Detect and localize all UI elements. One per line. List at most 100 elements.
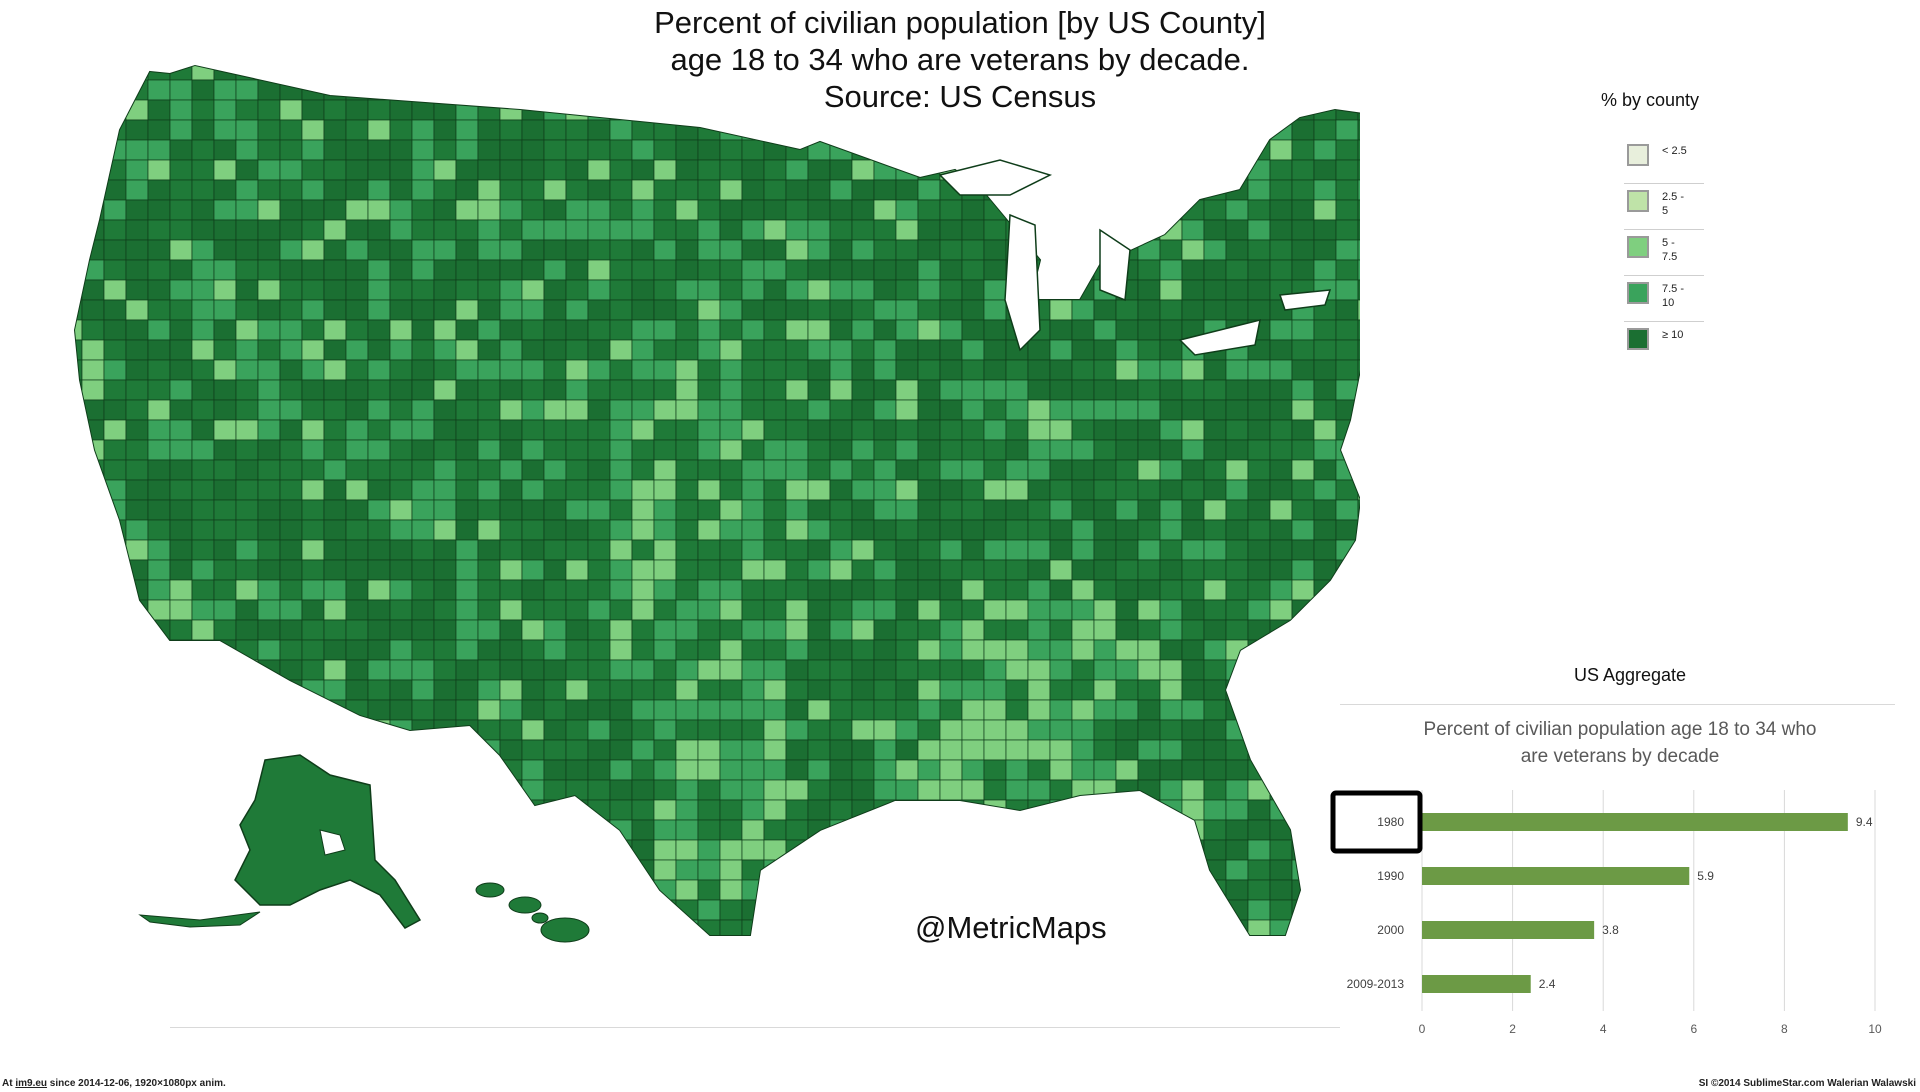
county-cell [477,479,501,501]
county-cell [323,659,347,681]
county-cell [499,459,523,481]
county-cell [235,599,259,621]
county-cell [917,179,941,201]
county-cell [1049,459,1073,481]
county-cell [1049,659,1073,681]
county-cell [1291,779,1315,801]
county-cell [279,119,303,141]
county-cell [1269,919,1293,935]
county-cell [829,339,853,361]
county-cell [1137,719,1161,741]
county-cell [1071,219,1095,241]
county-cell [1093,419,1117,441]
county-cell [213,559,237,581]
county-cell [1159,439,1183,461]
county-cell [609,819,633,841]
county-cell [1269,519,1293,541]
county-cell [345,459,369,481]
county-cell [213,319,237,341]
county-cell [565,619,589,641]
county-cell [433,199,457,221]
county-cell [543,539,567,561]
county-cell [169,379,193,401]
county-cell [1357,259,1360,281]
county-cell [807,379,831,401]
county-cell [697,179,721,201]
county-cell [1335,299,1359,321]
county-cell [345,399,369,421]
county-cell [807,739,831,761]
county-cell [257,719,281,741]
county-cell [719,839,743,861]
county-cell [1049,559,1073,581]
county-cell [1291,519,1315,541]
county-cell [1027,579,1051,601]
county-cell [873,659,897,681]
county-cell [1335,359,1359,381]
county-cell [1093,719,1117,741]
county-cell [323,219,347,241]
county-cell [1093,699,1117,721]
county-cell [917,699,941,721]
county-cell [961,299,985,321]
county-cell [631,679,655,701]
county-cell [521,519,545,541]
county-cell [851,499,875,521]
county-cell [1071,419,1095,441]
county-cell [345,439,369,461]
county-cell [213,79,237,101]
county-cell [983,359,1007,381]
county-cell [653,639,677,661]
county-cell [1247,699,1271,721]
county-cell [961,599,985,621]
county-cell [1093,399,1117,421]
county-cell [939,559,963,581]
county-cell [587,839,611,861]
county-cell [499,119,523,141]
county-cell [147,139,171,161]
county-cell [103,619,127,641]
county-cell [1027,759,1051,781]
county-cell [1181,299,1205,321]
county-cell [301,919,325,935]
county-cell [1291,439,1315,461]
county-cell [103,279,127,301]
county-cell [807,159,831,181]
county-cell [1159,719,1183,741]
county-cell [323,279,347,301]
county-cell [697,159,721,181]
county-cell [983,639,1007,661]
county-cell [169,299,193,321]
county-cell [917,219,941,241]
footer-link[interactable]: im9.eu [15,1078,48,1089]
county-cell [1071,319,1095,341]
county-cell [763,719,787,741]
county-cell [741,539,765,561]
legend-swatch [1627,328,1649,350]
county-cell [499,179,523,201]
county-cell [829,259,853,281]
county-cell [829,399,853,421]
county-cell [807,539,831,561]
county-cell [873,219,897,241]
county-cell [323,739,347,761]
county-cell [1247,739,1271,761]
county-cell [983,739,1007,761]
county-cell [169,199,193,221]
county-cell [609,439,633,461]
county-cell [697,759,721,781]
county-cell [565,119,589,141]
county-cell [1159,299,1183,321]
county-cell [939,699,963,721]
county-cell [81,579,105,601]
county-cell [103,899,127,921]
county-cell [477,819,501,841]
county-cell [521,79,545,101]
county-cell [213,759,237,781]
county-cell [653,539,677,561]
county-cell [103,499,127,521]
county-cell [895,199,919,221]
county-cell [741,419,765,441]
county-cell [389,639,413,661]
category-label: 1990 [1377,869,1404,883]
